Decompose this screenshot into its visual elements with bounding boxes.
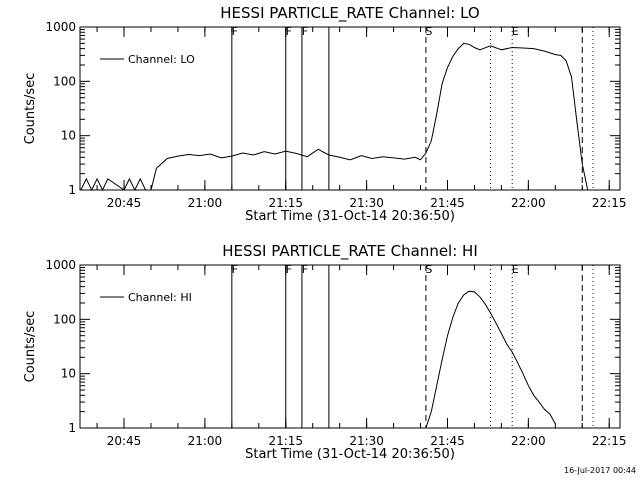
event-marker-label: S bbox=[425, 263, 432, 276]
x-tick-label: 21:00 bbox=[188, 196, 223, 210]
y-axis-label: Counts/sec bbox=[23, 73, 38, 145]
x-tick-label: 20:45 bbox=[107, 196, 142, 210]
y-tick-label: 1 bbox=[68, 421, 76, 435]
y-tick-label: 1000 bbox=[45, 258, 76, 272]
x-tick-label: 20:45 bbox=[107, 434, 142, 448]
x-tick-label: 22:15 bbox=[592, 434, 627, 448]
y-axis-label: Counts/sec bbox=[23, 311, 38, 383]
x-tick-label: 22:15 bbox=[592, 196, 627, 210]
event-marker-label: F bbox=[286, 25, 292, 38]
event-marker-label: F bbox=[302, 263, 308, 276]
x-tick-label: 21:15 bbox=[268, 196, 303, 210]
chart-title: HESSI PARTICLE_RATE Channel: LO bbox=[220, 4, 479, 23]
plot-frame bbox=[79, 264, 621, 429]
x-tick-label: 22:00 bbox=[511, 434, 546, 448]
x-tick-label: 21:45 bbox=[430, 196, 465, 210]
x-tick-label: 21:30 bbox=[349, 434, 384, 448]
event-marker-label: F bbox=[302, 25, 308, 38]
x-tick-label: 22:00 bbox=[511, 196, 546, 210]
series-line bbox=[425, 290, 556, 429]
x-tick-label: 21:45 bbox=[430, 434, 465, 448]
legend-label: Channel: LO bbox=[128, 53, 195, 66]
y-tick-label: 100 bbox=[53, 312, 76, 326]
chart-title: HESSI PARTICLE_RATE Channel: HI bbox=[222, 242, 478, 261]
x-tick-label: 21:15 bbox=[268, 434, 303, 448]
x-axis-label: Start Time (31-Oct-14 20:36:50) bbox=[245, 209, 455, 224]
series-line bbox=[80, 42, 589, 192]
y-tick-label: 1000 bbox=[45, 20, 76, 34]
event-marker-label: F bbox=[232, 263, 238, 276]
x-tick-label: 21:00 bbox=[188, 434, 223, 448]
plot-frame bbox=[79, 26, 621, 191]
legend-label: Channel: HI bbox=[128, 291, 192, 304]
y-tick-label: 100 bbox=[53, 74, 76, 88]
y-tick-label: 10 bbox=[61, 129, 76, 143]
event-marker-label: S bbox=[425, 25, 432, 38]
event-marker-label: E bbox=[512, 263, 519, 276]
y-tick-label: 1 bbox=[68, 183, 76, 197]
y-tick-label: 10 bbox=[61, 367, 76, 381]
footer-timestamp: 16-Jul-2017 00:44 bbox=[563, 466, 636, 475]
event-marker-label: E bbox=[512, 25, 519, 38]
x-axis-label: Start Time (31-Oct-14 20:36:50) bbox=[245, 447, 455, 462]
event-marker-label: F bbox=[232, 25, 238, 38]
x-tick-label: 21:30 bbox=[349, 196, 384, 210]
event-marker-label: F bbox=[286, 263, 292, 276]
